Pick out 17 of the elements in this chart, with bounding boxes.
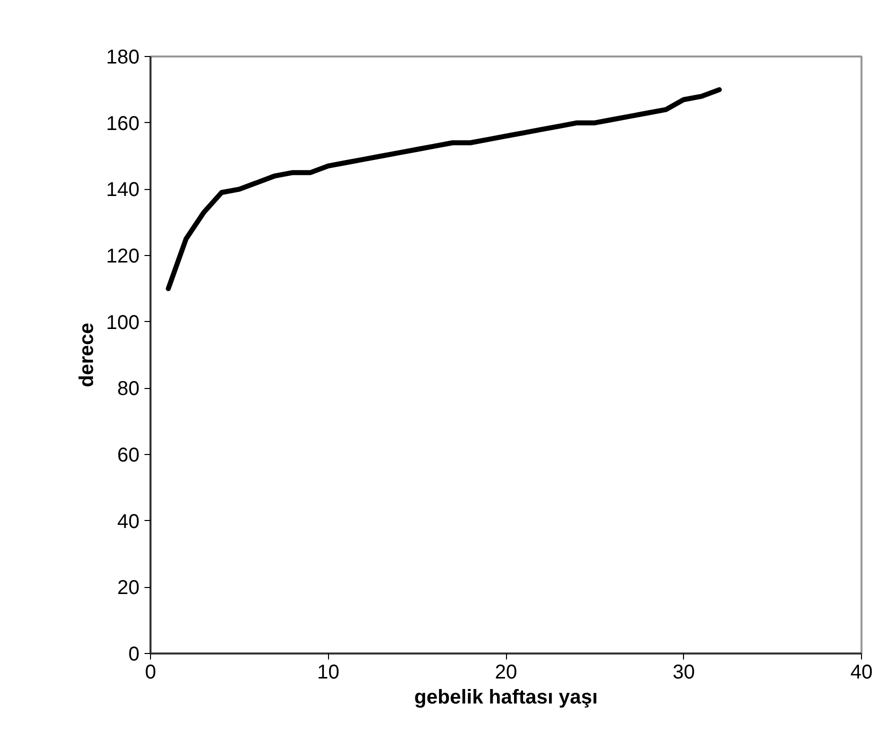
x-tick-label: 10 — [317, 662, 340, 684]
y-tick-label: 160 — [106, 112, 140, 135]
y-tick-label: 60 — [117, 444, 140, 466]
y-tick-label: 40 — [117, 510, 140, 533]
x-tick-label: 20 — [494, 662, 518, 684]
x-axis-title: gebelik haftası yaşı — [414, 686, 598, 708]
y-tick-label: 140 — [106, 179, 140, 202]
y-tick-label: 180 — [106, 46, 140, 68]
y-tick-label: 120 — [106, 246, 140, 268]
y-tick-label: 0 — [128, 644, 140, 666]
x-tick-label: 40 — [850, 662, 873, 684]
x-tick-label: 30 — [672, 662, 695, 684]
y-tick-label: 100 — [106, 312, 140, 334]
y-axis-title: derece — [76, 322, 98, 388]
x-tick-label: 0 — [144, 662, 156, 684]
y-tick-label: 80 — [117, 378, 140, 400]
y-tick-label: 20 — [117, 577, 140, 600]
